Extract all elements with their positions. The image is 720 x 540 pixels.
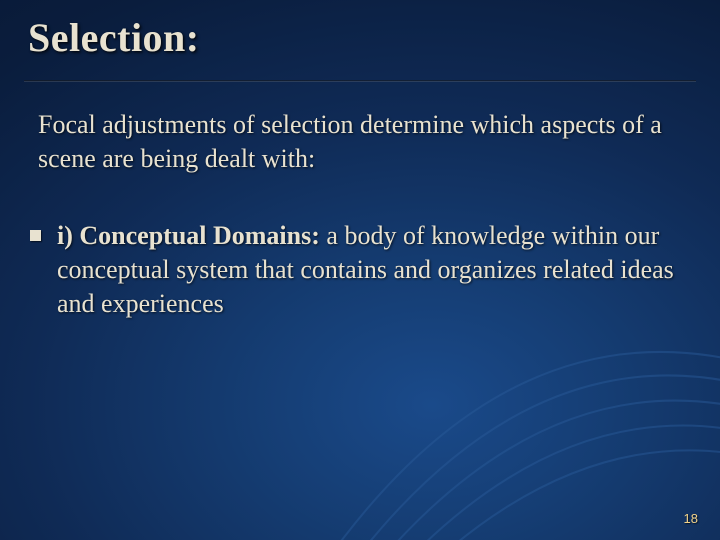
slide-title: Selection:	[28, 14, 200, 61]
bullet-lead: i) Conceptual Domains:	[57, 221, 320, 250]
slide: Selection: Focal adjustments of selectio…	[0, 0, 720, 540]
page-number: 18	[684, 511, 698, 526]
bullet-text: i) Conceptual Domains: a body of knowled…	[57, 219, 680, 322]
title-divider	[24, 80, 696, 82]
bullet-item: i) Conceptual Domains: a body of knowled…	[30, 219, 680, 322]
intro-paragraph: Focal adjustments of selection determine…	[38, 108, 680, 177]
slide-body: Focal adjustments of selection determine…	[28, 108, 680, 322]
square-bullet-icon	[30, 230, 41, 241]
